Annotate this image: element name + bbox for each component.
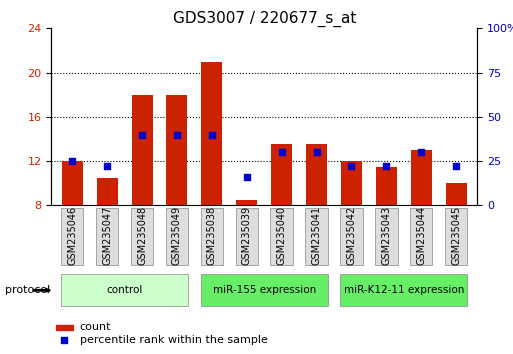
Point	[103, 164, 111, 169]
Text: miR-155 expression: miR-155 expression	[212, 285, 316, 295]
Title: GDS3007 / 220677_s_at: GDS3007 / 220677_s_at	[172, 11, 356, 27]
FancyBboxPatch shape	[96, 208, 119, 265]
FancyBboxPatch shape	[340, 208, 363, 265]
FancyBboxPatch shape	[410, 208, 432, 265]
Text: count: count	[80, 322, 111, 332]
Bar	[202, 62, 222, 205]
Bar	[167, 95, 187, 205]
Bar	[62, 161, 83, 205]
FancyBboxPatch shape	[375, 208, 398, 265]
Point	[138, 132, 146, 137]
Point	[208, 132, 216, 137]
Bar	[236, 200, 257, 205]
FancyBboxPatch shape	[61, 274, 188, 306]
Text: GSM235038: GSM235038	[207, 205, 217, 265]
Bar	[411, 150, 432, 205]
FancyBboxPatch shape	[166, 208, 188, 265]
Bar	[55, 325, 73, 330]
FancyBboxPatch shape	[131, 208, 153, 265]
Point	[68, 158, 76, 164]
Text: GSM235044: GSM235044	[416, 205, 426, 265]
FancyBboxPatch shape	[201, 274, 328, 306]
Point	[61, 337, 69, 343]
Bar	[271, 144, 292, 205]
Bar	[96, 178, 117, 205]
Point	[452, 164, 460, 169]
Bar	[306, 144, 327, 205]
FancyBboxPatch shape	[235, 208, 258, 265]
Text: GSM235043: GSM235043	[381, 205, 391, 265]
Point	[382, 164, 390, 169]
Point	[312, 149, 321, 155]
Text: GSM235039: GSM235039	[242, 205, 252, 265]
Point	[173, 132, 181, 137]
Text: GSM235041: GSM235041	[311, 205, 322, 265]
FancyBboxPatch shape	[61, 208, 84, 265]
Point	[347, 164, 356, 169]
Bar	[376, 167, 397, 205]
Bar	[131, 95, 152, 205]
Text: GSM235049: GSM235049	[172, 205, 182, 265]
Point	[243, 174, 251, 180]
Point	[278, 149, 286, 155]
Text: GSM235048: GSM235048	[137, 205, 147, 265]
Text: GSM235046: GSM235046	[67, 205, 77, 265]
Text: GSM235045: GSM235045	[451, 205, 461, 265]
FancyBboxPatch shape	[270, 208, 293, 265]
FancyBboxPatch shape	[445, 208, 467, 265]
Text: control: control	[106, 285, 143, 295]
Text: GSM235040: GSM235040	[277, 205, 287, 265]
Text: protocol: protocol	[5, 285, 50, 295]
Text: miR-K12-11 expression: miR-K12-11 expression	[344, 285, 464, 295]
Bar	[446, 183, 467, 205]
FancyBboxPatch shape	[201, 208, 223, 265]
Text: GSM235042: GSM235042	[346, 205, 357, 265]
FancyBboxPatch shape	[340, 274, 467, 306]
Text: percentile rank within the sample: percentile rank within the sample	[80, 335, 268, 345]
FancyBboxPatch shape	[305, 208, 328, 265]
Bar	[341, 161, 362, 205]
Text: GSM235047: GSM235047	[102, 205, 112, 265]
Point	[417, 149, 425, 155]
